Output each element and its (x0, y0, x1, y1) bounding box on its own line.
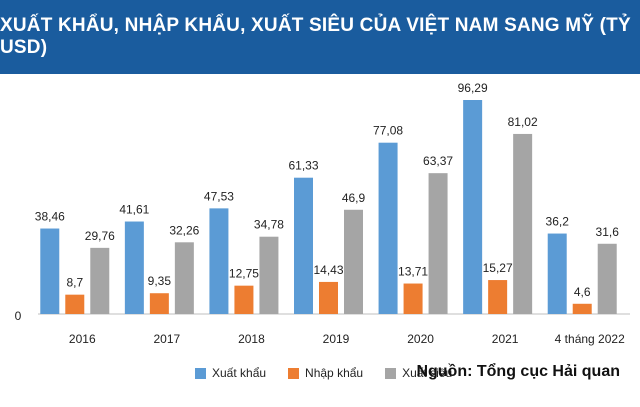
bar-nhap-khau (572, 303, 592, 314)
data-label: 96,29 (458, 81, 488, 95)
data-label: 47,53 (204, 189, 234, 203)
bar-nhap-khau (488, 280, 508, 314)
title-bar: XUẤT KHẨU, NHẬP KHẨU, XUẤT SIÊU CỦA VIỆT… (0, 0, 640, 74)
data-label: 12,75 (229, 267, 259, 281)
data-label: 61,33 (288, 159, 318, 173)
bar-xuat-khau (463, 100, 483, 314)
x-tick-label: 2016 (69, 332, 96, 346)
legend-label-xuat-sieu: Xuất siêu (402, 366, 453, 380)
data-label: 31,6 (596, 225, 620, 239)
data-label: 36,2 (546, 215, 570, 229)
bar-xuat-khau (40, 228, 60, 314)
bar-xuat-sieu (90, 247, 110, 314)
bar-xuat-khau (378, 142, 398, 314)
bar-nhap-khau (234, 285, 254, 314)
x-tick-label: 2019 (323, 332, 350, 346)
data-label: 38,46 (35, 210, 65, 224)
bar-nhap-khau (403, 283, 423, 314)
bar-xuat-khau (209, 208, 229, 314)
data-label: 41,61 (119, 203, 149, 217)
legend-label-nhap-khau: Nhập khẩu (305, 366, 364, 380)
x-tick-label: 2021 (492, 332, 519, 346)
source-note: Nguồn: Tổng cục Hải quan (416, 363, 620, 380)
legend-swatch-nhap-khau (288, 367, 300, 379)
legend-item-xuat-khau: Xuất khẩu (195, 366, 266, 380)
x-tick-label: 2020 (407, 332, 434, 346)
data-label: 8,7 (66, 276, 83, 290)
data-label: 14,43 (313, 263, 343, 277)
data-label: 9,35 (148, 274, 172, 288)
chart-title: XUẤT KHẨU, NHẬP KHẨU, XUẤT SIÊU CỦA VIỆT… (0, 15, 631, 58)
bar-nhap-khau (149, 293, 169, 314)
data-label: 13,71 (398, 265, 428, 279)
bar-nhap-khau (65, 294, 85, 314)
data-label: 46,9 (342, 191, 366, 205)
bar-xuat-sieu (174, 242, 194, 314)
bar-xuat-sieu (597, 243, 617, 314)
bar-xuat-sieu (513, 133, 533, 314)
data-label: 34,78 (254, 218, 284, 232)
x-tick-label: 2017 (154, 332, 181, 346)
bar-xuat-sieu (344, 209, 363, 314)
bar-nhap-khau (319, 281, 338, 314)
data-label: 81,02 (508, 115, 538, 129)
data-label: 29,76 (85, 229, 115, 243)
bar-xuat-sieu (259, 236, 279, 314)
data-label: 15,27 (483, 261, 513, 275)
bar-xuat-khau (547, 233, 567, 314)
y-tick-label: 0 (15, 309, 22, 323)
bar-xuat-sieu (428, 173, 448, 314)
legend-swatch-xuat-sieu (385, 367, 397, 379)
x-tick-label: 4 tháng 2022 (555, 332, 625, 346)
data-label: 77,08 (373, 124, 403, 138)
legend-item-xuat-sieu: Xuất siêu (385, 366, 452, 380)
legend-label-xuat-khau: Xuất khẩu (212, 366, 267, 380)
legend: Xuất khẩu Nhập khẩu Xuất siêu (195, 366, 474, 380)
x-tick-label: 2018 (238, 332, 265, 346)
bar-xuat-khau (294, 177, 313, 314)
data-label: 32,26 (169, 223, 199, 237)
legend-item-nhap-khau: Nhập khẩu (288, 366, 363, 380)
bar-xuat-khau (124, 221, 144, 314)
data-label: 4,6 (574, 285, 591, 299)
data-label: 63,37 (423, 154, 453, 168)
legend-swatch-xuat-khau (195, 367, 206, 379)
